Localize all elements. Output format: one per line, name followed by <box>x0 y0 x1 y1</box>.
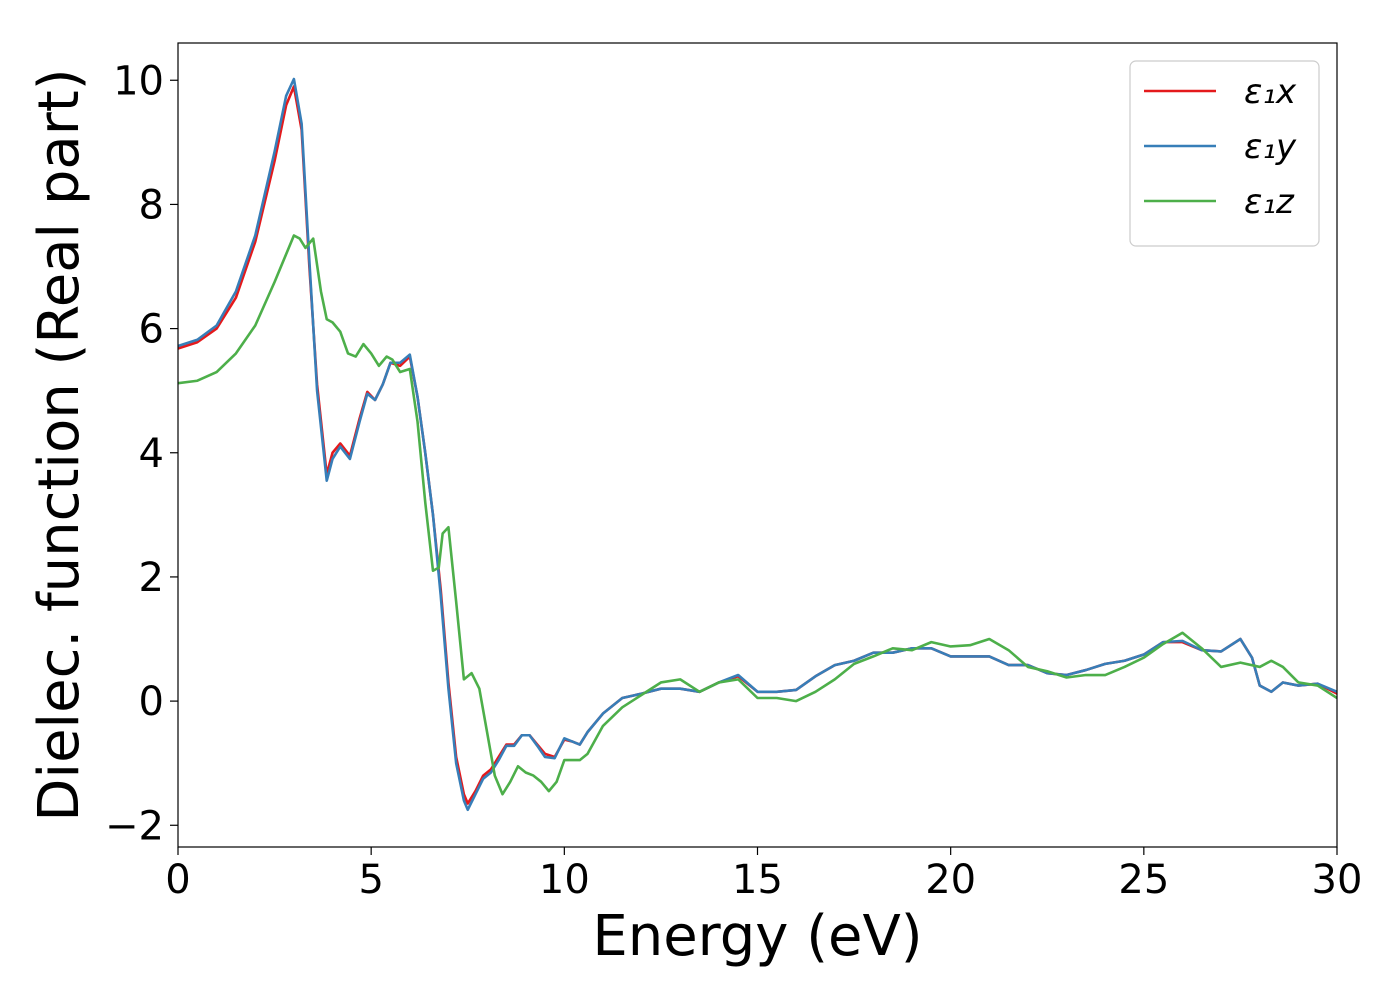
series-line-2 <box>178 77 1337 812</box>
y-tick-label: −2 <box>105 803 164 849</box>
y-tick-label: 4 <box>139 431 164 477</box>
x-axis-title: Energy (eV) <box>592 904 922 969</box>
x-axis-ticks: 0 5 10 15 20 25 30 <box>165 847 1362 903</box>
x-tick-label: 5 <box>358 857 383 903</box>
y-tick-label: 10 <box>113 58 164 104</box>
series-layer <box>178 77 1337 812</box>
y-tick-label: 2 <box>139 555 164 601</box>
x-tick-label: 0 <box>165 857 190 903</box>
legend-label: ε₁y <box>1244 127 1297 167</box>
legend: ε₁x ε₁y ε₁z <box>1129 60 1320 247</box>
y-tick-label: 0 <box>139 679 164 725</box>
x-tick-label: 10 <box>539 857 590 903</box>
x-tick-label: 20 <box>925 857 976 903</box>
y-tick-label: 6 <box>139 307 164 353</box>
x-tick-label: 30 <box>1312 857 1363 903</box>
y-axis-title: Dielec. function (Real part) <box>27 68 92 821</box>
x-tick-label: 15 <box>732 857 783 903</box>
y-axis-ticks: −2 0 2 4 6 8 10 <box>105 58 178 849</box>
series-line-3 <box>178 234 1337 796</box>
x-tick-label: 25 <box>1118 857 1169 903</box>
y-tick-label: 8 <box>139 182 164 228</box>
legend-label: ε₁x <box>1244 72 1297 112</box>
legend-label: ε₁z <box>1244 182 1295 222</box>
